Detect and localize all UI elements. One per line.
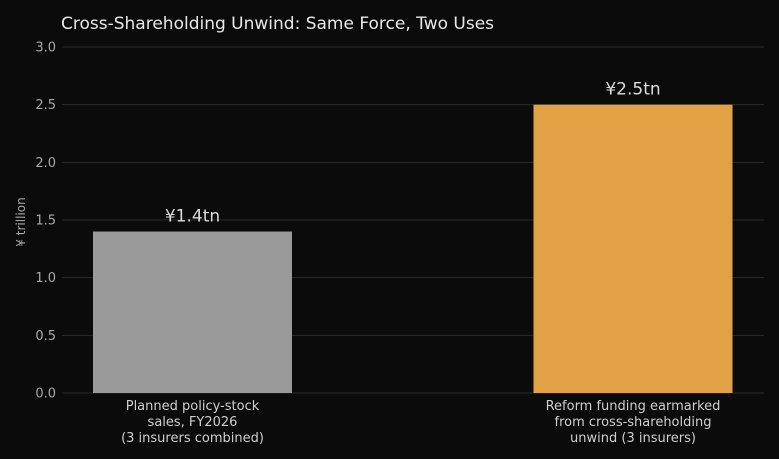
x-category-label-line: Planned policy-stock [126,399,260,414]
y-tick-label: 0.5 [35,329,56,344]
y-axis-ticks: 0.0 0.5 1.0 1.5 2.0 2.5 3.0 [35,41,56,402]
y-tick-label: 2.5 [35,98,56,113]
x-category-label: Planned policy-stock sales, FY2026 (3 insu… [121,399,264,446]
x-category-label-line: (3 insurers combined) [121,431,264,446]
bar-value-label: ¥1.4tn [165,207,220,227]
x-category-label-line: Reform funding earmarked [546,399,721,414]
bar-value-label: ¥2.5tn [605,80,660,100]
bar-1 [93,231,292,393]
x-category-label-line: unwind (3 insurers) [570,431,696,446]
y-tick-label: 1.0 [35,271,56,286]
x-category-label-line: sales, FY2026 [148,415,238,430]
chart-title: Cross-Shareholding Unwind: Same Force, T… [61,14,494,34]
category-labels: Planned policy-stock sales, FY2026 (3 insu… [121,399,720,446]
value-labels: ¥1.4tn ¥2.5tn [165,80,661,227]
y-tick-label: 1.5 [35,214,56,229]
y-tick-label: 3.0 [35,41,56,56]
bars [93,104,733,394]
x-category-label: Reform funding earmarked from cross-share… [546,399,721,446]
x-category-label-line: from cross-shareholding [555,415,712,430]
y-tick-label: 2.0 [35,156,56,171]
y-tick-label: 0.0 [35,387,56,402]
y-axis-label: ¥ trillion [14,197,28,246]
bar-2 [533,104,733,394]
